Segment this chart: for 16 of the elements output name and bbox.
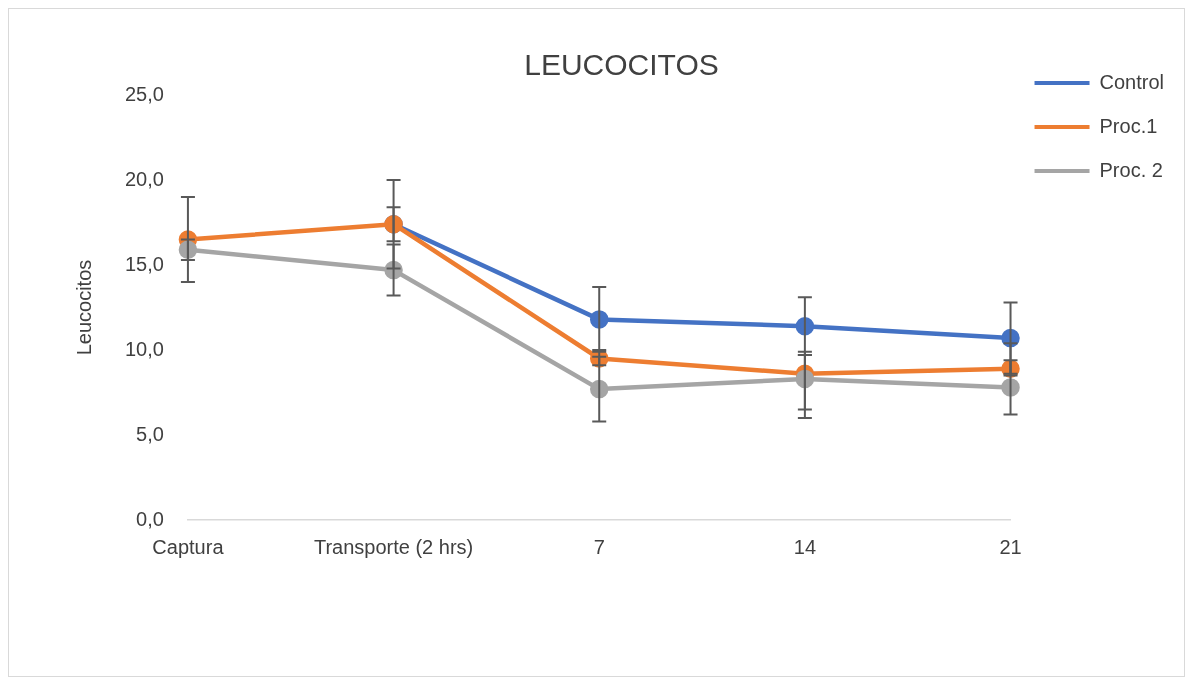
y-tick-label: 15,0 — [124, 252, 164, 275]
x-tick-label: 14 — [793, 535, 816, 558]
x-tick-label: 21 — [999, 535, 1022, 558]
legend-label: Control — [1099, 70, 1165, 93]
x-tick-label: Captura — [152, 535, 225, 558]
x-tick-label: 7 — [593, 535, 605, 558]
y-tick-label: 20,0 — [124, 167, 164, 190]
chart-title: LEUCOCITOS — [524, 48, 719, 82]
x-tick-label: Transporte (2 hrs) — [313, 535, 474, 558]
legend-label: Proc. 2 — [1099, 158, 1163, 181]
y-tick-label: 25,0 — [124, 82, 164, 105]
legend-label: Proc.1 — [1099, 114, 1158, 137]
y-axis-title: Leucocitos — [72, 259, 95, 356]
y-tick-label: 10,0 — [124, 337, 164, 360]
y-tick-label: 0,0 — [136, 507, 164, 530]
y-tick-label: 5,0 — [136, 422, 164, 445]
